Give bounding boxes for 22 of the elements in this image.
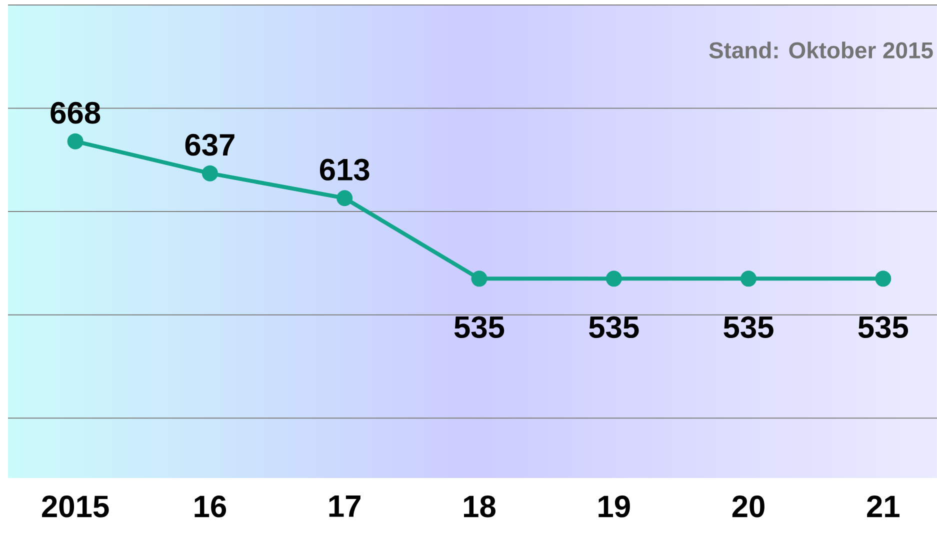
- x-tick-label: 16: [194, 496, 226, 518]
- annotation: Stand: Oktober 2015: [709, 42, 933, 58]
- data-label: 535: [454, 316, 504, 338]
- data-label: 613: [320, 158, 370, 181]
- x-tick-label: 2015: [42, 496, 109, 518]
- point: [336, 190, 353, 206]
- point: [471, 270, 488, 287]
- point: [67, 133, 84, 150]
- point: [606, 270, 622, 287]
- data-label: 535: [724, 316, 774, 338]
- x-tick-label: 17: [329, 496, 360, 517]
- x-tick-label: 19: [598, 496, 630, 518]
- x-tick-label: 18: [464, 496, 496, 518]
- x-tick-label: 21: [867, 496, 900, 518]
- point: [875, 270, 892, 287]
- x-tick-label: 20: [732, 496, 764, 518]
- data-label: 637: [185, 134, 234, 156]
- point: [202, 165, 218, 182]
- point: [740, 270, 757, 287]
- data-label: 535: [858, 316, 908, 338]
- data-label: 668: [50, 102, 100, 124]
- data-label: 535: [589, 316, 639, 338]
